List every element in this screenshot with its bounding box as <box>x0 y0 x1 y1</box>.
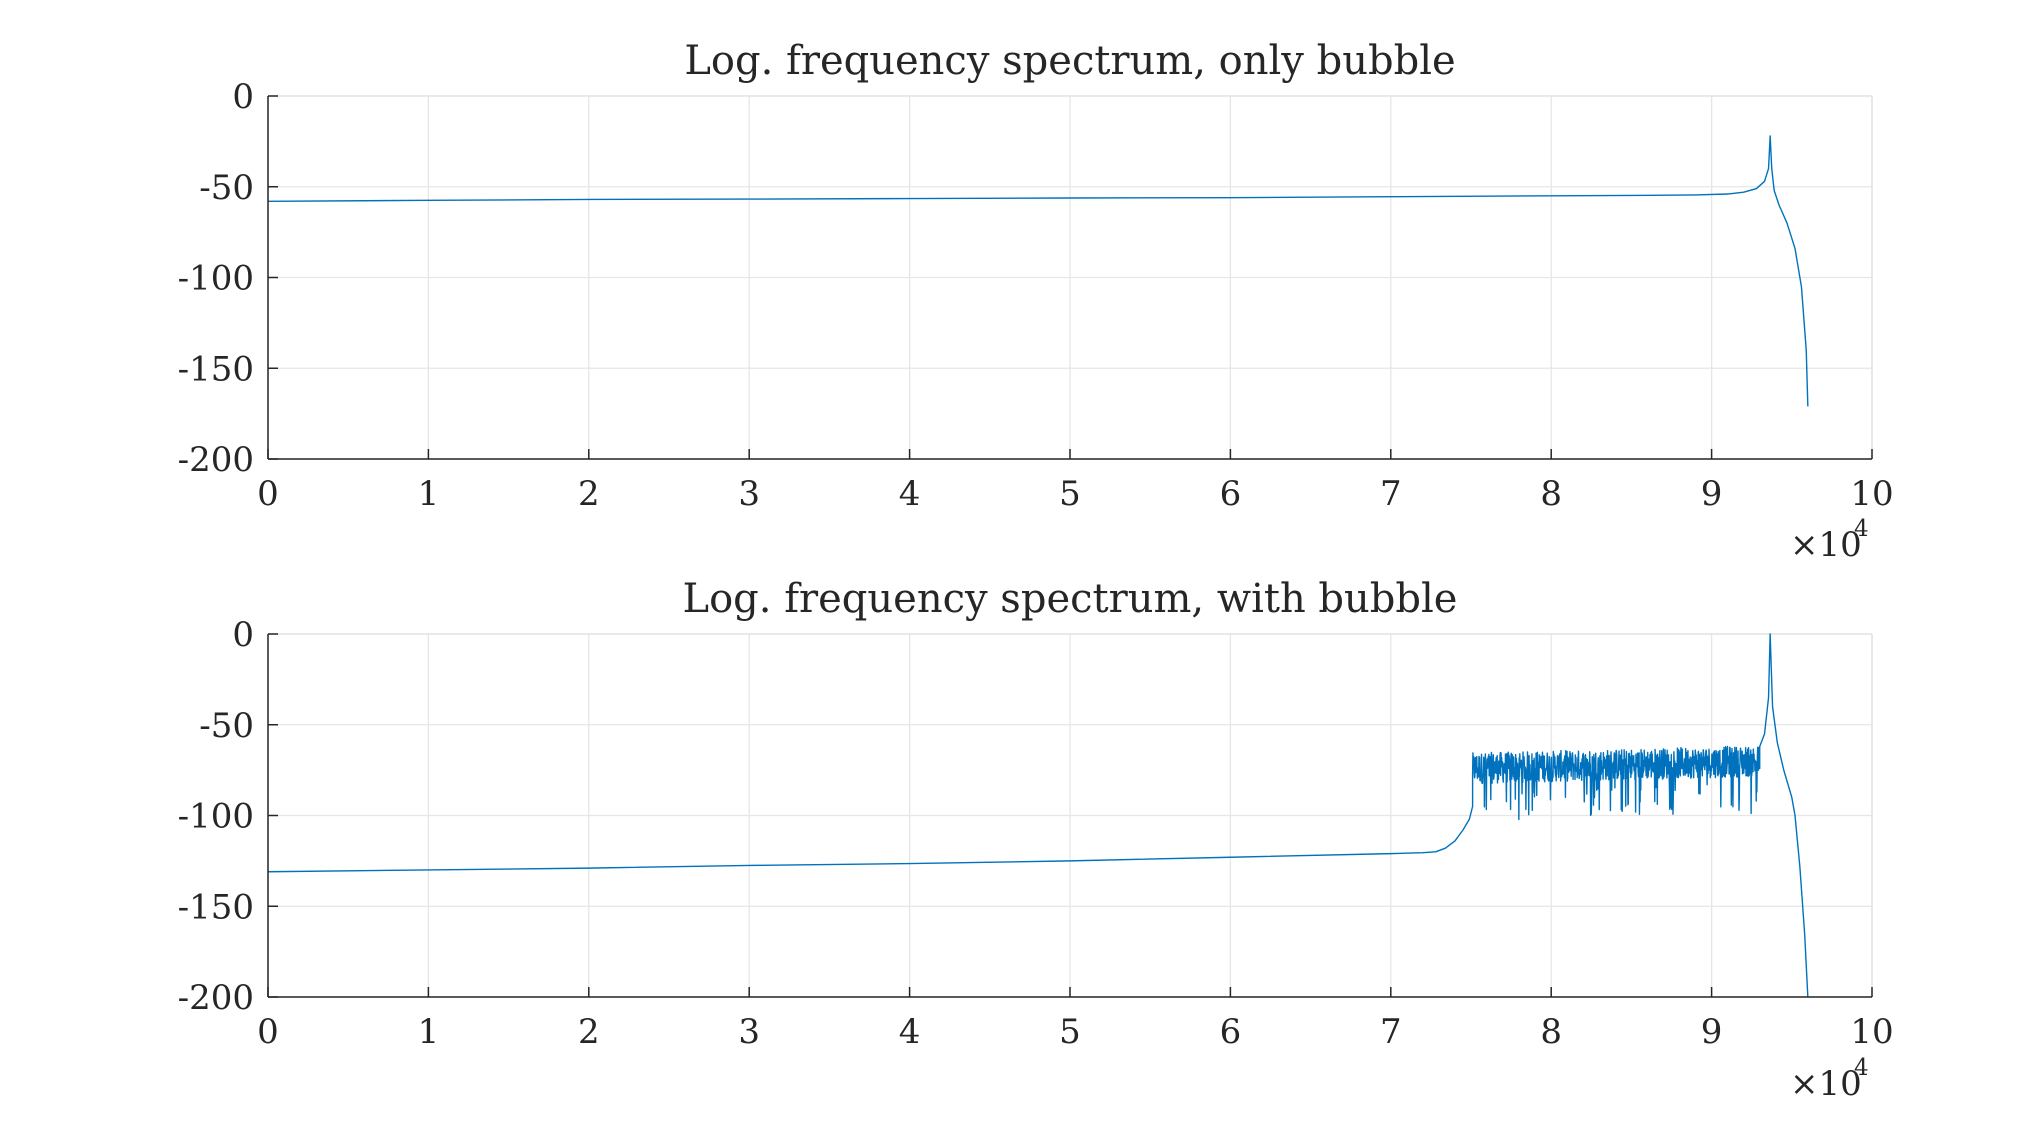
x-axis-exponent-power: 4 <box>1854 516 1869 542</box>
y-tick-label: -200 <box>178 978 254 1018</box>
x-tick-label: 8 <box>1540 1012 1562 1052</box>
x-tick-label: 10 <box>1850 1012 1893 1052</box>
y-tick-label: -200 <box>178 440 254 480</box>
x-tick-label: 1 <box>418 474 440 514</box>
y-tick-label: -150 <box>178 887 254 927</box>
x-tick-label: 2 <box>578 1012 600 1052</box>
subplot-1: 0 1 2 3 4 5 6 7 8 9 10 0 -50 -100 -150 -200 Log. frequen… <box>178 38 1894 565</box>
x-tick-label: 10 <box>1850 474 1893 514</box>
y-tick-label: -150 <box>178 349 254 389</box>
y-tick-label: -100 <box>178 797 254 837</box>
x-axis-exponent-power: 4 <box>1854 1055 1869 1081</box>
x-tick-label: 9 <box>1701 474 1723 514</box>
x-tick-label: 8 <box>1540 474 1562 514</box>
y-tick-label: -50 <box>199 706 254 746</box>
x-tick-label: 0 <box>257 1012 279 1052</box>
x-tick-label: 2 <box>578 474 600 514</box>
x-tick-label: 4 <box>899 1012 921 1052</box>
x-tick-label: 9 <box>1701 1012 1723 1052</box>
x-tick-label: 6 <box>1220 474 1242 514</box>
y-tick-label: -100 <box>178 259 254 299</box>
y-tick-label: 0 <box>232 615 254 655</box>
x-axis-exponent: ×10 <box>1790 525 1862 565</box>
y-tick-label: 0 <box>232 77 254 117</box>
x-tick-label: 7 <box>1380 1012 1402 1052</box>
x-tick-label: 5 <box>1059 474 1081 514</box>
x-tick-label: 6 <box>1220 1012 1242 1052</box>
chart-title: Log. frequency spectrum, only bubble <box>684 38 1455 84</box>
series-line <box>267 633 1809 998</box>
y-tick-label: -50 <box>199 168 254 208</box>
x-tick-label: 5 <box>1059 1012 1081 1052</box>
x-tick-label: 3 <box>738 474 760 514</box>
x-tick-label: 1 <box>418 1012 440 1052</box>
x-tick-label: 7 <box>1380 474 1402 514</box>
series-line <box>267 135 1809 407</box>
x-tick-label: 4 <box>899 474 921 514</box>
x-tick-label: 0 <box>257 474 279 514</box>
x-tick-label: 3 <box>738 1012 760 1052</box>
subplot-2: 0 1 2 3 4 5 6 7 8 9 10 0 -50 -100 -150 -200 Log. frequen… <box>178 576 1894 1104</box>
chart-title: Log. frequency spectrum, with bubble <box>683 576 1458 622</box>
x-axis-exponent: ×10 <box>1790 1064 1862 1104</box>
